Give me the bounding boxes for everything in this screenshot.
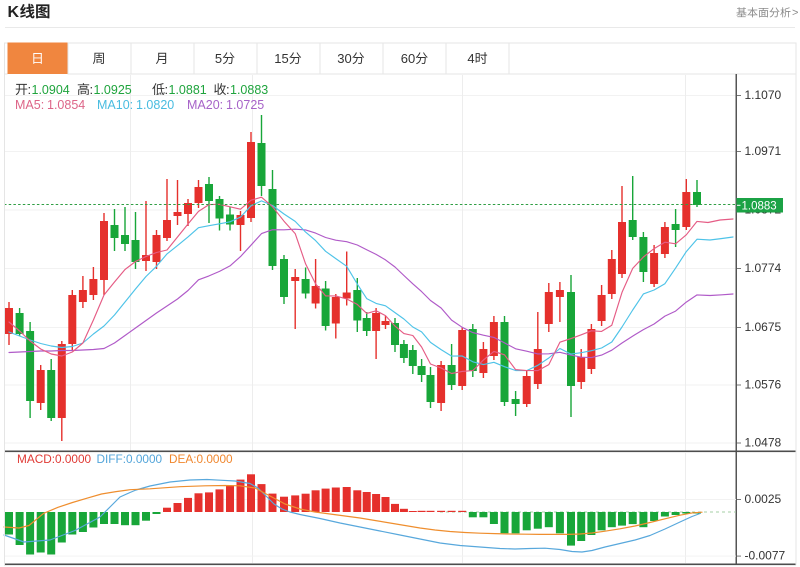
svg-text:1.0675: 1.0675: [745, 320, 782, 334]
svg-text:DIFF:0.0000: DIFF:0.0000: [97, 452, 163, 466]
svg-text:1.0925: 1.0925: [94, 83, 132, 97]
svg-text:4: 4: [467, 51, 474, 66]
svg-text:1.0971: 1.0971: [745, 144, 782, 158]
svg-text:1.0881: 1.0881: [169, 83, 207, 97]
svg-text:1.0576: 1.0576: [745, 378, 782, 392]
svg-text:0.0025: 0.0025: [745, 492, 782, 506]
svg-text:1.0820: 1.0820: [136, 98, 174, 112]
svg-text:5: 5: [215, 51, 222, 66]
svg-text::: :: [28, 82, 32, 97]
svg-text:30: 30: [337, 51, 351, 66]
svg-text:MACD:0.0000: MACD:0.0000: [17, 452, 92, 466]
svg-text:1.0883: 1.0883: [230, 83, 268, 97]
svg-text:DEA:0.0000: DEA:0.0000: [169, 452, 233, 466]
svg-text:MA5:: MA5:: [15, 98, 44, 112]
svg-text::: :: [165, 82, 169, 97]
svg-text:>: >: [792, 7, 798, 19]
svg-text::: :: [226, 82, 230, 97]
svg-text:K: K: [8, 4, 20, 21]
svg-text:1.0854: 1.0854: [47, 98, 85, 112]
svg-text:1.0774: 1.0774: [745, 261, 782, 275]
svg-text:MA10:: MA10:: [97, 98, 133, 112]
svg-text:1.0478: 1.0478: [745, 436, 782, 450]
svg-text:1.1070: 1.1070: [745, 88, 782, 102]
svg-text:1.0883: 1.0883: [742, 201, 777, 213]
svg-text:15: 15: [274, 51, 288, 66]
svg-text:60: 60: [401, 51, 415, 66]
svg-text::: :: [90, 82, 94, 97]
svg-text:MA20:: MA20:: [187, 98, 223, 112]
svg-text:1.0725: 1.0725: [226, 98, 264, 112]
svg-text:-0.0077: -0.0077: [745, 549, 786, 563]
svg-text:1.0904: 1.0904: [32, 83, 70, 97]
